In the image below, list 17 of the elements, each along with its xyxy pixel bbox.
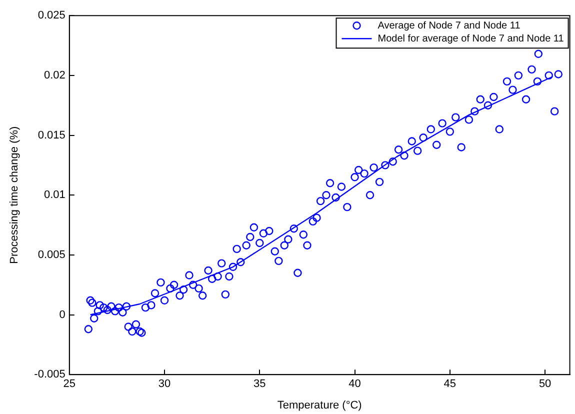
x-tick-label: 40 — [348, 378, 361, 390]
y-tick-label: 0.025 — [38, 10, 66, 22]
y-tick-label: 0.015 — [38, 129, 66, 142]
x-tick-label: 45 — [444, 378, 456, 390]
y-tick-label: -0.005 — [34, 368, 66, 381]
y-axis-title: Processing time change (%) — [8, 126, 21, 264]
y-tick-label: 0.02 — [44, 69, 66, 82]
legend-label: Model for average of Node 7 and Node 11 — [378, 33, 564, 44]
x-tick-label: 25 — [63, 378, 76, 390]
x-tick-label: 50 — [538, 378, 552, 390]
y-tick-label: 0.005 — [38, 248, 66, 261]
y-tick-label: 0.01 — [44, 189, 66, 202]
x-axis-title: Temperature (°C) — [277, 399, 362, 412]
x-tick-label: 30 — [158, 378, 171, 390]
legend-label: Average of Node 7 and Node 11 — [378, 20, 521, 32]
x-tick-label: 35 — [254, 378, 266, 390]
y-tick-label: 0 — [59, 308, 66, 321]
